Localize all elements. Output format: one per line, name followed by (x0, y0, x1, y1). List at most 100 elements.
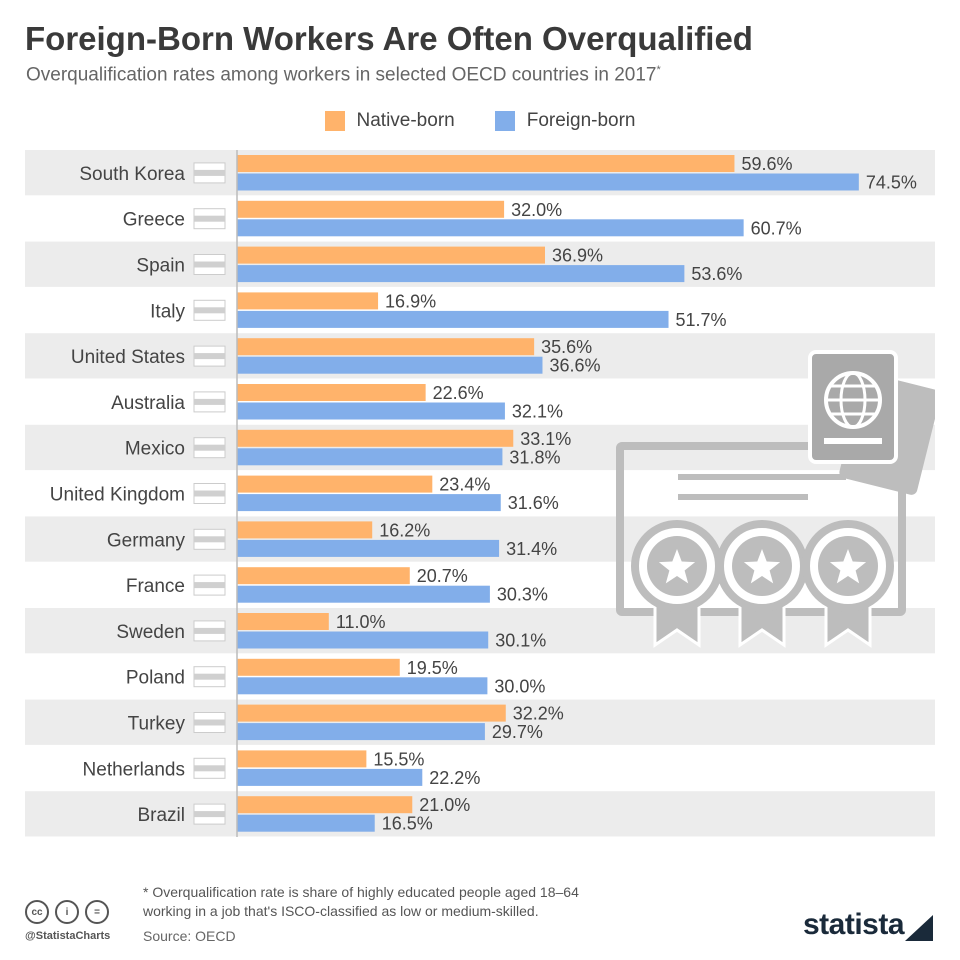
bar-foreign-born (237, 723, 485, 741)
legend-swatch-foreign (494, 111, 515, 131)
data-label: 31.6% (508, 493, 559, 513)
award-seal-icon (716, 520, 808, 648)
data-label: 20.7% (417, 566, 468, 586)
country-flag-band (194, 765, 225, 772)
category-label: Turkey (128, 714, 186, 735)
data-label: 36.6% (549, 356, 600, 376)
bar-native-born (237, 429, 514, 447)
attribution-icon: i (55, 900, 79, 924)
social-handle: @StatistaCharts (25, 930, 111, 942)
award-seal-icon (631, 520, 723, 648)
country-flag-band (194, 811, 225, 818)
bar-foreign-born (237, 539, 500, 557)
bar-native-born (237, 246, 545, 264)
bar-foreign-born (237, 585, 490, 603)
bar-foreign-born (237, 448, 503, 466)
country-flag-band (194, 215, 225, 222)
category-label: Sweden (116, 622, 185, 643)
data-label: 15.5% (373, 749, 424, 769)
legend-label-native: Native-born (356, 110, 455, 131)
category-label: Spain (136, 256, 185, 277)
bar-foreign-born (237, 677, 488, 695)
category-label: Germany (107, 530, 186, 551)
creative-commons-icon: cc (25, 900, 49, 924)
data-label: 30.1% (495, 631, 546, 651)
country-flag-band (194, 307, 225, 314)
bar-foreign-born (237, 631, 489, 649)
bar-foreign-born (237, 173, 859, 191)
category-label: Australia (111, 393, 185, 414)
bar-native-born (237, 613, 329, 630)
data-label: 53.6% (691, 264, 742, 284)
category-label: Poland (126, 668, 185, 689)
data-label: 19.5% (407, 658, 458, 678)
country-flag-band (194, 536, 225, 543)
bar-native-born (237, 292, 379, 310)
statista-logo-mark (905, 915, 933, 941)
category-label: Netherlands (83, 759, 185, 780)
legend-item-native: Native-born (324, 110, 455, 132)
source-note: Source: OECD (143, 928, 236, 944)
license-icons: cc i = (25, 900, 109, 924)
data-label: 32.1% (512, 402, 563, 422)
category-label: Brazil (137, 805, 185, 826)
category-label: United States (71, 347, 185, 368)
data-label: 74.5% (866, 173, 917, 193)
award-seal-icon (802, 520, 894, 648)
category-label: France (126, 576, 185, 597)
subtitle-text: Overqualification rates among workers in… (26, 64, 657, 86)
country-flag-band (194, 261, 225, 268)
data-label: 33.1% (520, 429, 571, 449)
category-label: Mexico (125, 439, 185, 460)
bar-native-born (237, 155, 735, 172)
bar-native-born (237, 567, 410, 585)
subtitle-footnote-mark: * (656, 64, 661, 76)
data-label: 32.2% (513, 704, 564, 724)
country-flag-band (194, 169, 225, 176)
country-flag-band (194, 582, 225, 589)
statista-logo: statista (803, 908, 905, 941)
bar-native-born (237, 475, 433, 493)
bar-native-born (237, 521, 373, 539)
bar-foreign-born (237, 219, 744, 237)
row-stripe (25, 791, 935, 837)
country-flag-band (194, 627, 225, 634)
category-label: Greece (123, 210, 185, 231)
bar-foreign-born (237, 768, 423, 786)
chart-title: Foreign-Born Workers Are Often Overquali… (25, 20, 753, 57)
data-label: 31.4% (506, 539, 557, 559)
data-label: 16.9% (385, 291, 436, 311)
bar-foreign-born (237, 356, 543, 374)
data-label: 29.7% (492, 722, 543, 742)
chart-subtitle: Overqualification rates among workers in… (26, 64, 661, 86)
legend-swatch-native (324, 111, 345, 131)
bar-native-born (237, 338, 535, 356)
data-label: 51.7% (676, 310, 727, 330)
data-label: 32.0% (511, 200, 562, 220)
bar-foreign-born (237, 494, 501, 512)
bar-native-born (237, 384, 426, 401)
bar-foreign-born (237, 265, 685, 283)
bar-foreign-born (237, 402, 505, 420)
data-label: 59.6% (741, 154, 792, 174)
data-label: 23.4% (439, 475, 490, 495)
no-derivatives-icon: = (85, 900, 109, 924)
data-label: 16.5% (382, 814, 433, 834)
data-label: 35.6% (541, 337, 592, 357)
data-label: 22.2% (429, 768, 480, 788)
data-label: 30.0% (494, 676, 545, 696)
bar-native-born (237, 796, 413, 814)
data-label: 36.9% (552, 246, 603, 266)
bar-native-born (237, 750, 367, 768)
passport-certificate-illustration (616, 350, 935, 648)
category-label: Italy (150, 301, 185, 322)
data-label: 60.7% (751, 218, 802, 238)
legend: Native-born Foreign-born (0, 110, 960, 132)
country-flag-band (194, 490, 225, 497)
legend-label-foreign: Foreign-born (526, 110, 636, 131)
data-label: 31.8% (509, 447, 560, 467)
country-flag-band (194, 719, 225, 726)
country-flag-band (194, 673, 225, 680)
legend-item-foreign: Foreign-born (494, 110, 636, 132)
category-label: South Korea (79, 164, 185, 185)
